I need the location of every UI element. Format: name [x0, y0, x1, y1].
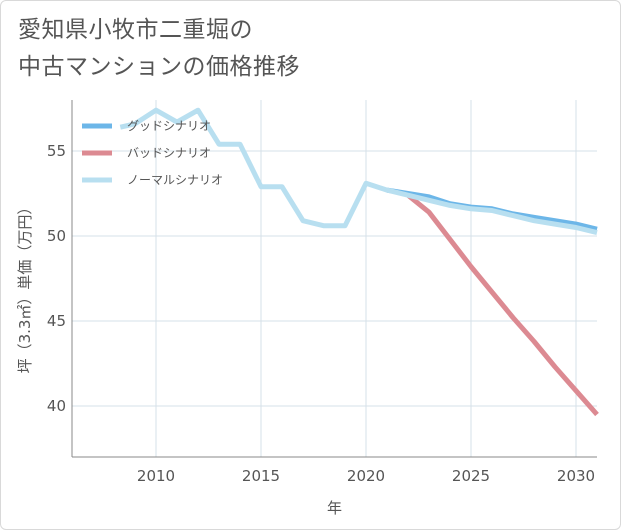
x-tick-label-2025: 2025 [452, 467, 490, 485]
y-tick-label-40: 40 [47, 397, 66, 415]
x-tick-label-2030: 2030 [557, 467, 595, 485]
tick-labels: 2010 2015 2020 2025 2030 40 45 50 55 [47, 142, 595, 485]
series-lines [119, 107, 599, 417]
x-tick-label-2020: 2020 [347, 467, 385, 485]
chart-title-line-2: 中古マンションの価格推移 [18, 54, 300, 80]
y-tick-label-55: 55 [47, 142, 66, 160]
legend-label-1: グッドシナリオ [127, 119, 211, 133]
y-tick-label-45: 45 [47, 312, 66, 330]
plot-frame [71, 100, 597, 458]
x-axis-label: 年 [327, 499, 342, 517]
series-line-3 [119, 107, 598, 236]
x-tick-label-2010: 2010 [137, 467, 175, 485]
chart-title-line-1: 愛知県小牧市二重堀の [18, 17, 253, 43]
series-line-2 [406, 193, 599, 417]
legend-label-3: ノーマルシナリオ [127, 173, 223, 187]
y-axis-label: 坪（3.3㎡）単価（万円） [16, 200, 34, 374]
chart-title: 愛知県小牧市二重堀の 中古マンションの価格推移 [18, 12, 300, 86]
grid [72, 100, 597, 457]
legend-label-2: バッドシナリオ [127, 146, 211, 160]
y-tick-label-50: 50 [47, 227, 66, 245]
x-tick-label-2015: 2015 [242, 467, 280, 485]
